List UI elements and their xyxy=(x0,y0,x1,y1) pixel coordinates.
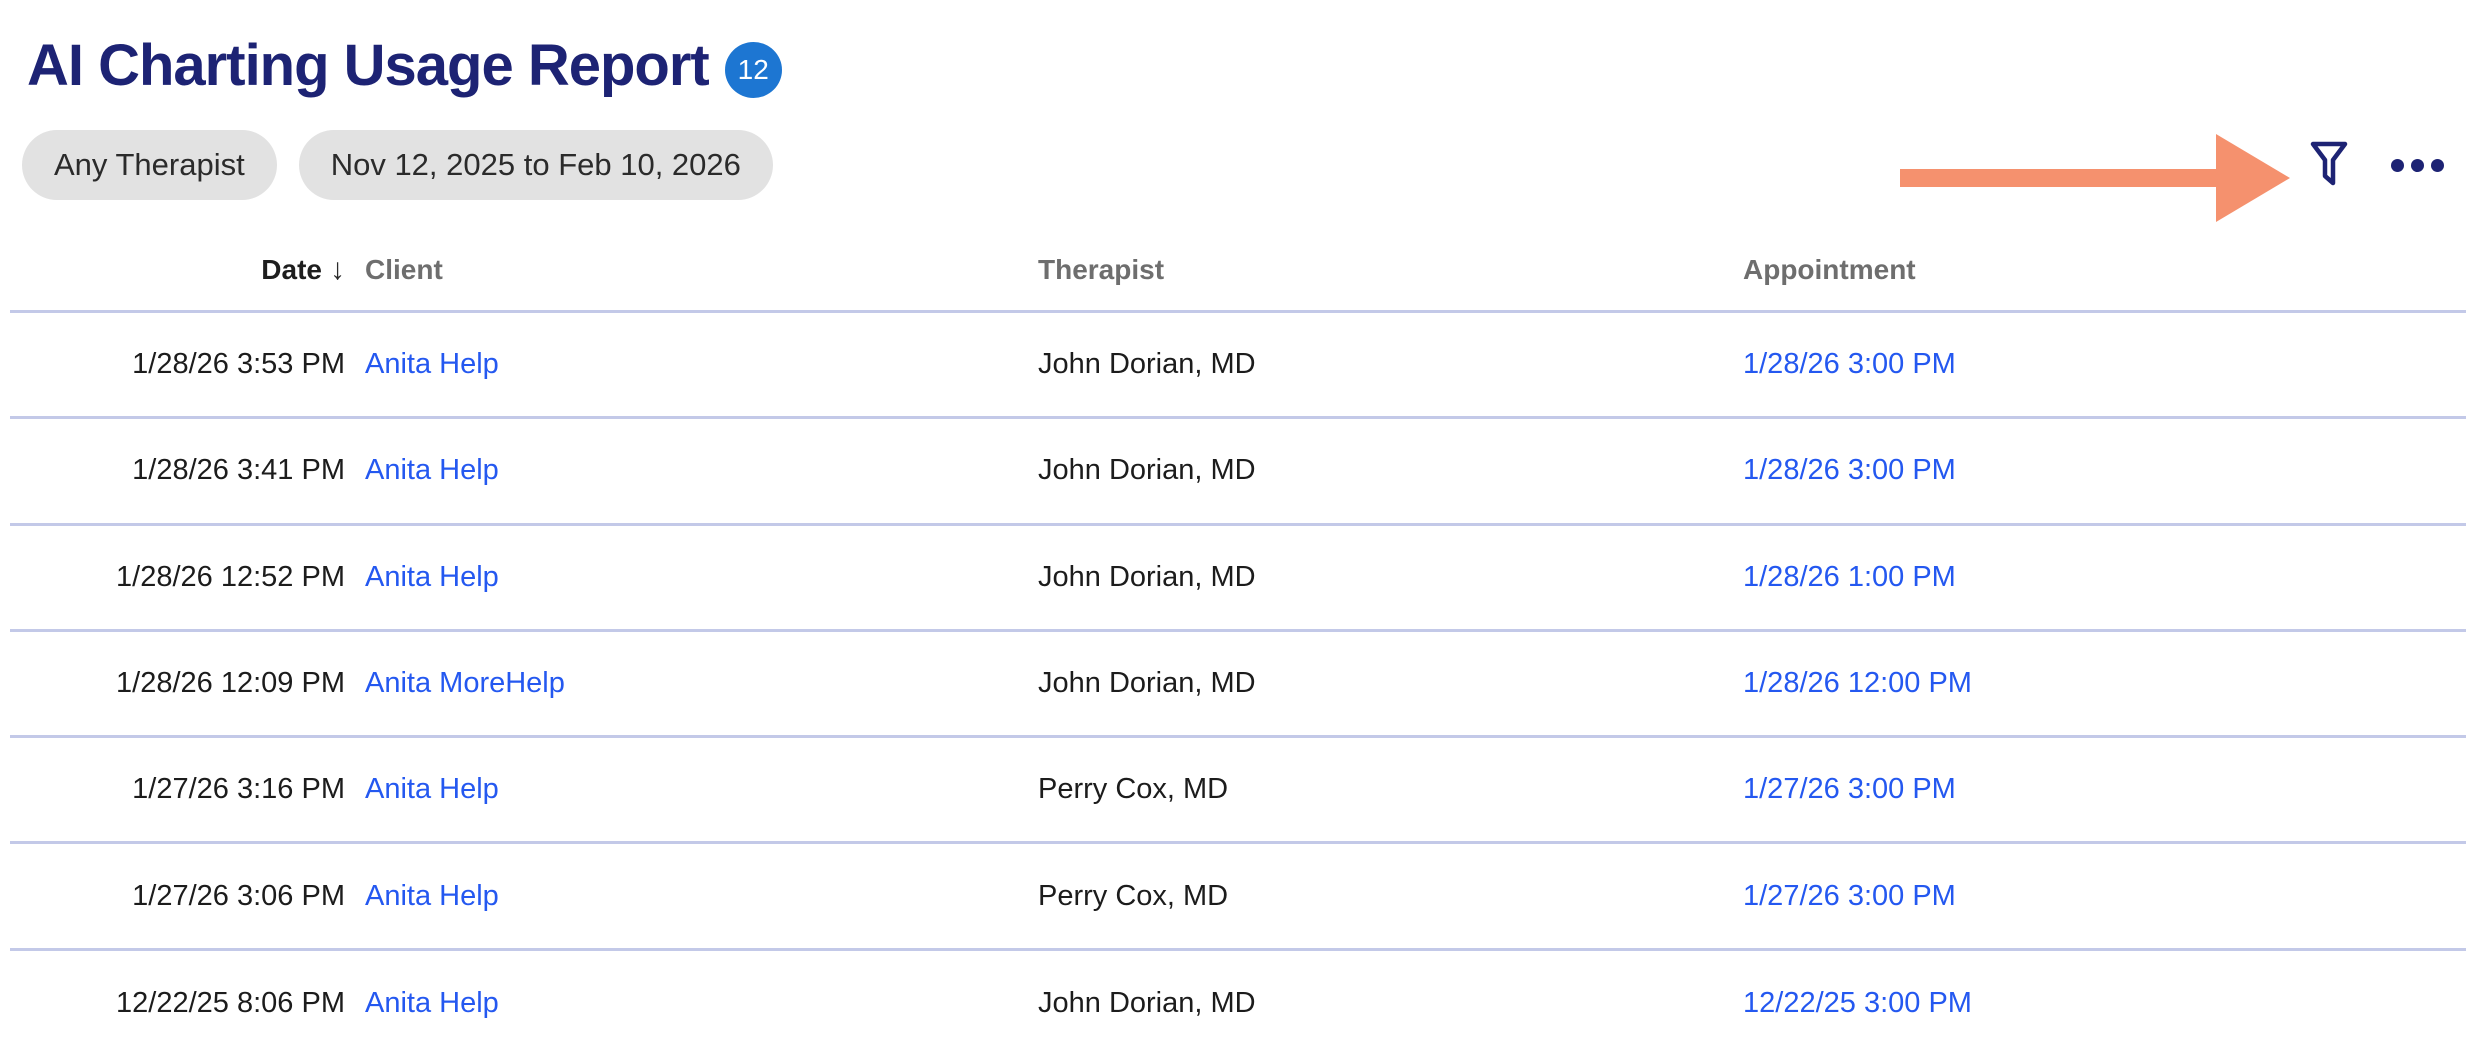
therapist-cell: John Dorian, MD xyxy=(1038,667,1256,700)
usage-report-table: Date ↓ Client Therapist Appointment 1/28… xyxy=(10,230,2466,1056)
table-row: 1/27/26 3:16 PM Anita Help Perry Cox, MD… xyxy=(10,738,2466,845)
therapist-cell: John Dorian, MD xyxy=(1038,560,1256,593)
date-range-filter-chip[interactable]: Nov 12, 2025 to Feb 10, 2026 xyxy=(298,130,773,200)
appointment-link[interactable]: 1/28/26 3:00 PM xyxy=(1743,454,1956,487)
column-header-appointment[interactable]: Appointment xyxy=(1743,254,1916,285)
table-row: 1/27/26 3:06 PM Anita Help Perry Cox, MD… xyxy=(10,844,2466,951)
page-title: AI Charting Usage Report xyxy=(27,33,710,98)
report-header: AI Charting Usage Report 12 Any Therapis… xyxy=(0,0,2476,200)
date-cell: 1/28/26 12:52 PM xyxy=(116,560,345,593)
appointment-link[interactable]: 1/28/26 1:00 PM xyxy=(1743,560,1956,593)
appointment-link[interactable]: 1/27/26 3:00 PM xyxy=(1743,879,1956,912)
table-header-row: Date ↓ Client Therapist Appointment xyxy=(10,230,2466,313)
client-link[interactable]: Anita Help xyxy=(365,348,499,381)
date-cell: 1/27/26 3:06 PM xyxy=(132,879,345,912)
more-options-button[interactable] xyxy=(2382,143,2452,187)
client-link[interactable]: Anita Help xyxy=(365,454,499,487)
usage-count-badge: 12 xyxy=(724,42,782,98)
date-cell: 1/27/26 3:16 PM xyxy=(132,773,345,806)
ellipsis-icon xyxy=(2390,158,2444,172)
client-link[interactable]: Anita Help xyxy=(365,560,499,593)
appointment-link[interactable]: 1/28/26 3:00 PM xyxy=(1743,348,1956,381)
client-link[interactable]: Anita Help xyxy=(365,879,499,912)
date-cell: 12/22/25 8:06 PM xyxy=(116,987,345,1020)
therapist-cell: John Dorian, MD xyxy=(1038,348,1256,381)
client-link[interactable]: Anita MoreHelp xyxy=(365,667,565,700)
date-cell: 1/28/26 12:09 PM xyxy=(116,667,345,700)
sort-descending-icon: ↓ xyxy=(330,253,345,286)
client-link[interactable]: Anita Help xyxy=(365,987,499,1020)
therapist-filter-chip[interactable]: Any Therapist xyxy=(22,130,277,200)
column-header-therapist[interactable]: Therapist xyxy=(1038,254,1165,285)
column-header-client[interactable]: Client xyxy=(365,254,443,285)
filter-chips: Any Therapist Nov 12, 2025 to Feb 10, 20… xyxy=(22,130,2476,200)
date-cell: 1/28/26 3:41 PM xyxy=(132,454,345,487)
appointment-link[interactable]: 1/28/26 12:00 PM xyxy=(1743,667,1972,700)
table-row: 1/28/26 12:09 PM Anita MoreHelp John Dor… xyxy=(10,632,2466,739)
therapist-cell: Perry Cox, MD xyxy=(1038,773,1229,806)
table-row: 12/22/25 8:06 PM Anita Help John Dorian,… xyxy=(10,951,2466,1056)
filter-button[interactable] xyxy=(2296,137,2362,193)
therapist-cell: John Dorian, MD xyxy=(1038,987,1256,1020)
appointment-link[interactable]: 12/22/25 3:00 PM xyxy=(1743,987,1972,1020)
table-row: 1/28/26 12:52 PM Anita Help John Dorian,… xyxy=(10,526,2466,632)
client-link[interactable]: Anita Help xyxy=(365,773,499,806)
date-cell: 1/28/26 3:53 PM xyxy=(132,348,345,381)
appointment-link[interactable]: 1/27/26 3:00 PM xyxy=(1743,773,1956,806)
therapist-cell: Perry Cox, MD xyxy=(1038,879,1229,912)
table-row: 1/28/26 3:53 PM Anita Help John Dorian, … xyxy=(10,313,2466,420)
table-row: 1/28/26 3:41 PM Anita Help John Dorian, … xyxy=(10,419,2466,526)
funnel-icon xyxy=(2310,141,2348,186)
column-header-date[interactable]: Date ↓ xyxy=(261,253,345,286)
therapist-cell: John Dorian, MD xyxy=(1038,454,1256,487)
